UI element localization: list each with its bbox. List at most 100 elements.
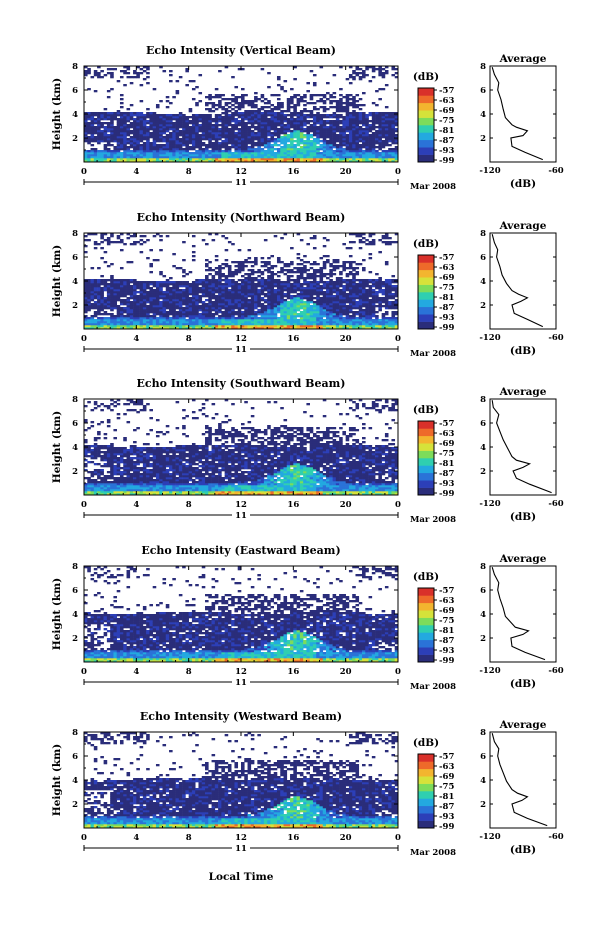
heatmap-cell [178,158,183,161]
heatmap-cell [280,88,284,91]
heatmap-cell [263,263,268,266]
heatmap-cell [342,263,346,266]
heatmap-cell [126,279,131,282]
heatmap-cell [178,281,183,284]
heatmap-cell [345,323,350,326]
heatmap-cell [303,317,307,320]
heatmap-cell [290,275,294,278]
heatmap-cell [234,138,239,141]
heatmap-cell [169,301,173,304]
heatmap-cell [106,297,111,300]
heatmap-cell [250,261,255,264]
heatmap-cell [178,144,183,147]
heatmap-cell [218,295,222,298]
heatmap-cell [116,299,121,302]
heatmap-cell [267,293,271,296]
heatmap-cell [339,321,343,324]
heatmap-cell [293,289,297,292]
heatmap-cell [113,281,118,284]
heatmap-cell [211,239,216,242]
heatmap-cell [198,309,203,312]
heatmap-cell [205,132,209,135]
heatmap-cell [326,116,330,119]
heatmap-cell [123,144,127,147]
heatmap-cell [329,124,333,127]
heatmap-cell [116,152,121,155]
heatmap-cell [155,146,160,149]
heatmap-cell [218,120,222,123]
heatmap-cell [309,263,314,266]
heatmap-cell [339,265,343,268]
heatmap-cell [172,323,176,326]
heatmap-cell [286,301,291,304]
heatmap-cell [244,305,248,308]
heatmap-cell [247,130,252,133]
heatmap-cell [306,102,310,105]
heatmap-cell [116,281,121,284]
heatmap-cell [293,146,297,149]
heatmap-cell [211,128,216,131]
heatmap-cell [169,313,173,316]
heatmap-cell [188,156,193,159]
heatmap-cell [182,142,186,145]
heatmap-cell [394,118,399,121]
heatmap-cell [195,327,199,330]
heatmap-cell [221,283,225,286]
heatmap-cell [188,140,193,143]
heatmap-cell [123,158,127,161]
heatmap-cell [133,76,137,79]
heatmap-cell [106,305,111,308]
heatmap-cell [273,106,278,109]
heatmap-cell [276,138,281,141]
heatmap-cell [133,160,137,163]
heatmap-cell [103,317,108,320]
heatmap-cell [103,74,108,77]
heatmap-cell [123,146,127,149]
heatmap-cell [178,317,183,320]
heatmap-cell [139,148,144,151]
heatmap-cell [306,120,310,123]
heatmap-cell [345,281,350,284]
heatmap-cell [384,136,389,139]
heatmap-cell [306,313,310,316]
heatmap-cell [188,146,193,149]
heatmap-cell [185,140,189,143]
heatmap-cell [133,287,137,290]
heatmap-cell [159,140,163,143]
heatmap-cell [169,299,173,302]
heatmap-cell [339,285,343,288]
heatmap-cell [126,287,131,290]
heatmap-cell [142,313,147,316]
heatmap-cell [316,112,320,115]
heatmap-cell [136,156,140,159]
heatmap-cell [368,112,373,115]
heatmap-cell [365,138,369,141]
heatmap-cell [116,118,121,121]
panel-0: Echo Intensity (Vertical Beam)2468Height… [51,44,564,192]
heatmap-cell [299,285,304,288]
heatmap-cell [283,285,288,288]
heatmap-cell [175,160,180,163]
heatmap-cell [352,124,356,127]
heatmap-cell [378,126,382,129]
heatmap-cell [100,313,104,316]
heatmap-cell [106,289,111,292]
heatmap-cell [316,122,320,125]
heatmap-cell [257,279,261,282]
heatmap-cell [188,289,193,292]
heatmap-cell [381,158,386,161]
heatmap-cell [391,118,396,121]
heatmap-cell [133,128,137,131]
heatmap-cell [123,134,127,137]
heatmap-cell [116,323,121,326]
heatmap-cell [263,110,268,113]
heatmap-cell [188,138,193,141]
heatmap-cell [224,305,229,308]
heatmap-cell [250,327,255,330]
heatmap-cell [348,104,353,107]
heatmap-cell [90,114,95,117]
heatmap-cell [214,285,219,288]
heatmap-cell [332,267,337,270]
heatmap-cell [90,287,95,290]
heatmap-cell [198,146,203,149]
